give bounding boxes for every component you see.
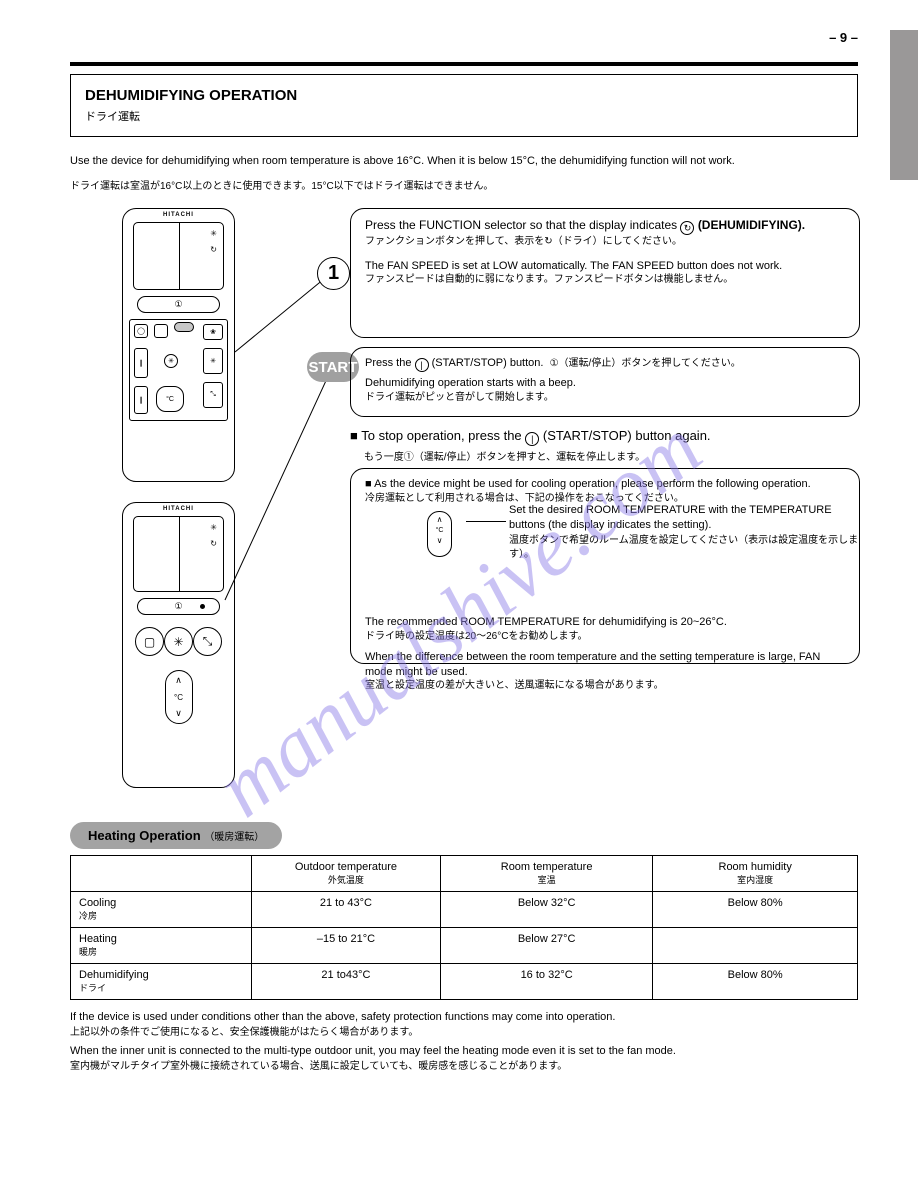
fan-button[interactable]: ✳: [164, 627, 193, 656]
panel-btn-grey[interactable]: [174, 322, 194, 332]
table-header-row: Outdoor temperature 外気温度 Room temperatur…: [71, 856, 858, 892]
led-dot: [200, 604, 205, 609]
step-1-marker: 1: [317, 257, 350, 290]
remote-open-bottom: [123, 427, 234, 475]
swing-button[interactable]: ⤡: [193, 627, 222, 656]
intro-note-en: Use the device for dehumidifying when ro…: [70, 155, 858, 167]
remote-closed: HITACHI ✳ ↻ ① ▢ ✳ ⤡ ∧ °C ∨: [122, 502, 235, 788]
stop-heading-jp: もう一度①（運転/停止）ボタンを押すと、運転を停止します。: [364, 448, 711, 463]
mode-button[interactable]: ▢: [135, 627, 164, 656]
col-outdoor: Outdoor temperature: [260, 861, 432, 873]
page: – 9 – DEHUMIDIFYING OPERATION ドライ運転 Use …: [0, 0, 918, 1188]
swing-btn-small[interactable]: ⤡: [203, 382, 223, 408]
temp-setting-box: ■ As the device might be used for coolin…: [350, 468, 860, 664]
step-1-box: Press the FUNCTION selector so that the …: [350, 208, 860, 338]
step1-line1-jp: ファンクションボタンを押して、表示を↻（ドライ）にしてください。: [365, 235, 845, 249]
fan-icon-2: ✳: [210, 523, 217, 532]
start-box: Press the | (START/STOP) button. ①（運転/停止…: [350, 347, 860, 417]
leader-short: [466, 521, 506, 522]
panel-tall-btn2[interactable]: ❙: [134, 386, 148, 414]
start-line2: Dehumidifying operation starts with a be…: [365, 376, 845, 391]
start-line1: Press the | (START/STOP) button. ①（運転/停止…: [365, 356, 845, 372]
top-rule: [70, 62, 858, 66]
title-en: DEHUMIDIFYING OPERATION: [85, 87, 843, 104]
remote-open: HITACHI ✳ ↻ ① ◯ ❀ ❙ ✳ ✳ ❙ °C ⤡: [122, 208, 235, 482]
page-number: – 9 –: [829, 30, 858, 45]
step1-line2-jp: ファンスピードは自動的に弱になります。ファンスピードボタンは機能しません。: [365, 273, 845, 287]
title-box: DEHUMIDIFYING OPERATION ドライ運転: [70, 74, 858, 137]
table-pill-header: Heating Operation （暖房運転）: [70, 822, 282, 849]
power-icon-inline-2: |: [525, 432, 539, 446]
col-humidity: Room humidity: [661, 861, 849, 873]
footer-notes: If the device is used under conditions o…: [70, 1010, 858, 1075]
round-icon[interactable]: ✳: [164, 354, 178, 368]
row-cooling: Cooling 冷房 21 to 43°C Below 32°C Below 8…: [71, 892, 858, 928]
dehum-icon: ↻: [680, 221, 694, 235]
temp-rocker-illustration: ∧ °C ∨: [427, 511, 452, 557]
box3-foot: The recommended ROOM TEMPERATURE for deh…: [365, 557, 845, 693]
temp-button[interactable]: ∧ °C ∨: [165, 670, 193, 724]
fan-icon: ✳: [210, 229, 217, 238]
loop-icon: ↻: [210, 245, 217, 254]
col-room-temp: Room temperature: [449, 861, 644, 873]
temp-rocker-small[interactable]: °C: [156, 386, 184, 412]
temp-down-icon: ∨: [175, 708, 182, 719]
temp-mid-label: °C: [174, 693, 183, 702]
intro-note-jp: ドライ運転は室温が16°C以上のときに使用できます。15°C以下ではドライ運転は…: [70, 177, 858, 192]
mini-up: ∧: [428, 515, 451, 526]
temp-up-icon: ∧: [175, 675, 182, 686]
panel-tall-btn[interactable]: ❙: [134, 348, 148, 378]
mini-mid: °C: [428, 526, 451, 535]
mini-dn: ∨: [428, 536, 451, 547]
panel-btn-r1[interactable]: ❀: [203, 324, 223, 340]
loop-icon-2: ↻: [210, 539, 217, 548]
conditions-table: Outdoor temperature 外気温度 Room temperatur…: [70, 855, 858, 1000]
row-dehum: Dehumidifying ドライ 21 to43°C 16 to 32°C B…: [71, 964, 858, 1000]
step1-line1: Press the FUNCTION selector so that the …: [365, 217, 845, 235]
table-section: Heating Operation （暖房運転） Outdoor tempera…: [70, 822, 858, 1075]
fan-speed-btn[interactable]: ✳: [203, 348, 223, 374]
power-icon-inline: |: [415, 358, 429, 372]
row-heating: Heating 暖房 –15 to 21°C Below 27°C: [71, 928, 858, 964]
box3-title: ■ As the device might be used for coolin…: [365, 477, 845, 492]
remote-brand-2: HITACHI: [123, 503, 234, 514]
circle-button-row: ▢ ✳ ⤡: [123, 627, 234, 666]
title-jp: ドライ運転: [85, 108, 843, 124]
remote-screen: ✳ ↻: [133, 222, 224, 290]
mode-icon[interactable]: ◯: [134, 324, 148, 338]
power-icon-2: ①: [174, 601, 182, 612]
page-tab: [890, 30, 918, 180]
start-stop-button-2[interactable]: ①: [137, 598, 220, 615]
box3-label: Set the desired ROOM TEMPERATURE with th…: [509, 503, 859, 562]
panel-btn[interactable]: [154, 324, 168, 338]
mid-diagram-area: HITACHI ✳ ↻ ① ◯ ❀ ❙ ✳ ✳ ❙ °C ⤡: [70, 202, 858, 822]
remote-open-panel: ◯ ❀ ❙ ✳ ✳ ❙ °C ⤡: [129, 319, 228, 421]
step1-line2: The FAN SPEED is set at LOW automaticall…: [365, 259, 845, 274]
remote-screen-2: ✳ ↻: [133, 516, 224, 592]
power-icon: ①: [174, 299, 182, 310]
start-stop-button[interactable]: ①: [137, 296, 220, 313]
remote-brand: HITACHI: [123, 209, 234, 220]
start-line2-jp: ドライ運転がピッと音がして開始します。: [365, 391, 845, 405]
stop-heading: ■ To stop operation, press the | (START/…: [350, 428, 711, 463]
